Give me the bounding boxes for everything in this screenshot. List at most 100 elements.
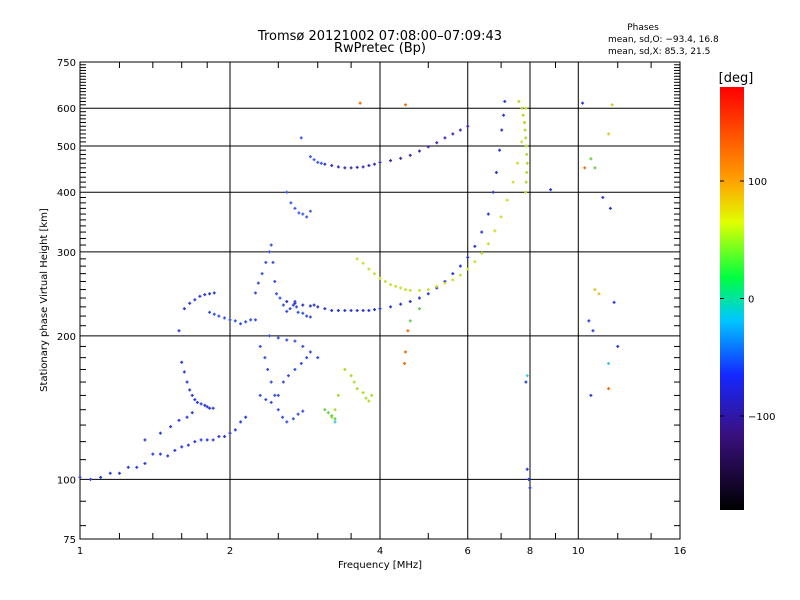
echo-point <box>301 344 305 348</box>
echo-point <box>99 475 103 479</box>
echo-point <box>367 308 371 312</box>
echo-point <box>403 350 407 354</box>
echo-point <box>355 308 359 312</box>
echo-point <box>589 393 593 397</box>
echo-point <box>186 443 190 447</box>
echo-point <box>293 206 297 210</box>
echo-point <box>293 339 297 343</box>
echo-point <box>185 415 189 419</box>
echo-point <box>417 288 421 292</box>
echo-point <box>223 435 227 439</box>
echo-point <box>417 307 421 311</box>
echo-point <box>498 148 502 152</box>
echo-point <box>188 388 192 392</box>
echo-point <box>305 215 309 219</box>
y-tick-label: 500 <box>57 142 76 153</box>
echo-point <box>285 190 289 194</box>
echo-point <box>394 284 398 288</box>
x-tick-label: 16 <box>674 546 687 557</box>
echo-point <box>182 307 186 311</box>
echo-point <box>358 101 362 105</box>
echo-point <box>389 159 393 163</box>
echo-point <box>524 144 528 148</box>
echo-point <box>336 308 340 312</box>
echo-point <box>525 170 529 174</box>
echo-point <box>323 162 327 166</box>
echo-point <box>426 288 430 292</box>
echo-point <box>336 165 340 169</box>
echo-point <box>612 300 616 304</box>
echo-point <box>417 296 421 300</box>
echo-point <box>158 452 162 456</box>
echo-point <box>330 308 334 312</box>
echo-point <box>301 409 305 413</box>
x-tick-label: 10 <box>572 546 585 557</box>
echo-point <box>593 166 597 170</box>
echo-point <box>458 273 462 277</box>
echo-point <box>308 155 312 159</box>
y-axis-label: Stationary phase Virtual Height [km] <box>39 208 50 392</box>
echo-point <box>278 296 282 300</box>
echo-point <box>389 305 393 309</box>
echo-point <box>78 475 82 479</box>
echo-point <box>233 428 237 432</box>
echo-point <box>367 164 371 168</box>
echo-point <box>505 198 509 202</box>
echo-point <box>316 160 320 164</box>
echo-point <box>208 406 212 410</box>
echo-point <box>295 305 299 309</box>
echo-point <box>228 318 232 322</box>
x-tick-label: 1 <box>77 546 83 557</box>
echo-point <box>319 161 323 165</box>
echo-point <box>343 166 347 170</box>
echo-point <box>297 211 301 215</box>
echo-point <box>528 486 532 490</box>
colorbar-tick-label: 0 <box>748 295 754 306</box>
chart-subtitle: RwPretec (Bp) <box>334 41 426 56</box>
x-tick-label: 8 <box>527 546 533 557</box>
echo-point <box>288 307 292 311</box>
echo-point <box>299 361 303 365</box>
echo-point <box>589 157 593 161</box>
echo-point <box>361 261 365 265</box>
echo-point <box>517 99 521 103</box>
echo-point <box>296 412 300 416</box>
echo-point <box>293 301 297 305</box>
echo-point <box>435 141 439 145</box>
echo-point <box>264 398 268 402</box>
echo-point <box>198 294 202 298</box>
echo-point <box>266 367 270 371</box>
echo-point <box>205 405 209 409</box>
echo-point <box>466 255 470 259</box>
x-axis-label: Frequency [MHz] <box>338 560 422 571</box>
echo-point <box>239 420 243 424</box>
echo-point <box>349 374 353 378</box>
echo-point <box>143 438 147 442</box>
echo-point <box>373 162 377 166</box>
echo-point <box>473 244 477 248</box>
echo-point <box>276 393 280 397</box>
echo-point <box>217 314 221 318</box>
echo-point <box>211 438 215 442</box>
echo-point <box>305 314 309 318</box>
echo-point <box>256 281 260 285</box>
echo-point <box>253 318 257 322</box>
echo-point <box>269 380 273 384</box>
echo-point <box>301 303 305 307</box>
echo-point <box>403 103 407 107</box>
echo-point <box>223 316 227 320</box>
echo-point <box>323 307 327 311</box>
echo-point <box>480 251 484 255</box>
echo-point <box>486 242 490 246</box>
echo-point <box>403 288 407 292</box>
phases-line-x: mean, sd,X: 85.3, 21.5 <box>608 47 710 57</box>
minor-ticks <box>80 62 680 539</box>
echo-point <box>253 291 257 295</box>
echo-point <box>493 229 497 233</box>
echo-point <box>180 445 184 449</box>
echo-point <box>273 279 277 283</box>
echo-point <box>525 467 529 471</box>
y-tick-label: 75 <box>63 535 76 546</box>
echo-point <box>373 308 377 312</box>
echo-point <box>203 293 207 297</box>
